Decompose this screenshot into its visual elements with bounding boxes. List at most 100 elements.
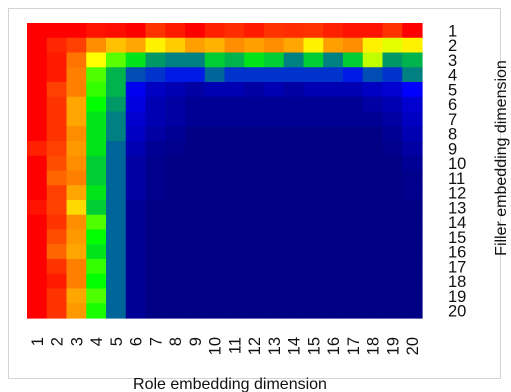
heatmap-cell-r9-c2 [46,141,68,157]
heatmap-cell-r14-c17 [343,214,364,231]
heatmap-cell-r20-c12 [244,303,265,319]
heatmap-cell-r1-c15 [303,23,324,39]
heatmap-cell-r19-c20 [402,288,423,304]
heatmap-cell-r7-c15 [303,111,324,127]
heatmap-cell-r14-c5 [106,214,127,231]
heatmap-cell-r1-c2 [46,23,68,39]
heatmap-cell-r18-c6 [125,273,147,290]
heatmap-cell-r15-c11 [224,229,245,245]
x-tick-label: 10 [207,337,225,355]
heatmap-cell-r5-c19 [382,82,403,98]
heatmap-cell-r6-c14 [283,96,305,113]
y-axis-label: Filler embedding dimension [493,60,510,256]
heatmap-cell-r8-c20 [402,126,423,142]
heatmap-cell-r7-c12 [244,111,265,127]
x-tick-label: 8 [167,337,185,346]
heatmap-cell-r8-c19 [382,126,403,142]
heatmap-cell-r2-c18 [362,37,384,54]
heatmap-cell-r16-c11 [224,244,245,260]
heatmap-cell-r2-c5 [106,37,127,54]
heatmap-cell-r7-c6 [125,111,147,127]
heatmap-cell-r10-c20 [402,155,423,172]
heatmap-cell-r12-c2 [46,185,68,201]
heatmap-cell-r8-c18 [362,126,384,142]
heatmap-cell-r16-c17 [343,244,364,260]
y-tick-label: 1 [448,22,457,40]
heatmap-cell-r4-c18 [362,67,384,83]
heatmap-cell-r14-c20 [402,214,423,231]
heatmap-cell-r19-c5 [106,288,127,304]
heatmap-cell-r7-c4 [86,111,107,127]
heatmap-cell-r14-c12 [244,214,265,231]
heatmap-cell-r11-c17 [343,170,364,186]
heatmap-cell-r4-c10 [204,67,226,83]
y-tick-label: 19 [448,288,466,306]
heatmap-cell-r11-c11 [224,170,245,186]
heatmap-cell-r8-c16 [323,126,344,142]
heatmap-cell-r15-c12 [244,229,265,245]
heatmap-cell-r2-c17 [343,37,364,54]
heatmap-cell-r13-c7 [145,200,166,216]
heatmap-cell-r19-c1 [27,288,48,304]
heatmap-cell-r12-c13 [264,185,285,201]
heatmap-cell-r19-c8 [165,288,186,304]
x-tick-label: 19 [384,337,402,355]
heatmap-cell-r12-c5 [106,185,127,201]
heatmap-cell-r3-c17 [343,52,364,68]
heatmap-cell-r17-c5 [106,259,127,275]
x-tick-label: 11 [226,337,244,354]
heatmap-cell-r3-c20 [402,52,423,68]
heatmap-cell-r18-c5 [106,273,127,290]
heatmap-cell-r5-c8 [165,82,186,98]
heatmap-cell-r6-c9 [185,96,206,113]
figure-frame [8,8,501,379]
heatmap-cell-r20-c9 [185,303,206,319]
x-tick-label: 14 [286,337,304,355]
heatmap-cell-r18-c19 [382,273,403,290]
heatmap-cell-r20-c1 [27,303,48,319]
heatmap-cell-r20-c13 [264,303,285,319]
heatmap-cell-r6-c2 [46,96,68,113]
heatmap-cell-r9-c5 [106,141,127,157]
y-tick-label: 16 [448,244,466,262]
heatmap-cell-r15-c18 [362,229,384,245]
heatmap-cell-r7-c10 [204,111,226,127]
heatmap-cell-r10-c3 [66,155,87,172]
heatmap-cell-r15-c3 [66,229,87,245]
heatmap-cell-r2-c15 [303,37,324,54]
heatmap-cell-r5-c14 [283,82,305,98]
heatmap-cell-r11-c8 [165,170,186,186]
heatmap-cell-r13-c14 [283,200,305,216]
heatmap-cell-r9-c9 [185,141,206,157]
heatmap-cell-r4-c4 [86,67,107,83]
heatmap-cell-r11-c13 [264,170,285,186]
heatmap-cell-r19-c2 [46,288,68,304]
heatmap-cell-r9-c8 [165,141,186,157]
heatmap-cell-r6-c7 [145,96,166,113]
heatmap-cell-r18-c11 [224,273,245,290]
heatmap-cell-r17-c18 [362,259,384,275]
y-tick-label: 11 [448,170,465,188]
x-tick-label: 9 [187,337,205,346]
heatmap-cell-r13-c2 [46,200,68,216]
heatmap-cell-r5-c18 [362,82,384,98]
heatmap-cell-r1-c8 [165,23,186,39]
heatmap-cell-r19-c13 [264,288,285,304]
heatmap-cell-r18-c1 [27,273,48,290]
heatmap-cell-r17-c20 [402,259,423,275]
heatmap-cell-r9-c3 [66,141,87,157]
heatmap-cell-r1-c4 [86,23,107,39]
heatmap-cell-r3-c10 [204,52,226,68]
heatmap-cell-r5-c20 [402,82,423,98]
heatmap-cell-r1-c3 [66,23,87,39]
heatmap-cell-r5-c3 [66,82,87,98]
heatmap-cell-r12-c8 [165,185,186,201]
y-tick-label: 8 [448,126,457,144]
heatmap-cell-r13-c9 [185,200,206,216]
heatmap-cell-r18-c12 [244,273,265,290]
heatmap-cell-r14-c7 [145,214,166,231]
heatmap-cell-r3-c13 [264,52,285,68]
heatmap-cell-r16-c20 [402,244,423,260]
heatmap-cell-r9-c15 [303,141,324,157]
